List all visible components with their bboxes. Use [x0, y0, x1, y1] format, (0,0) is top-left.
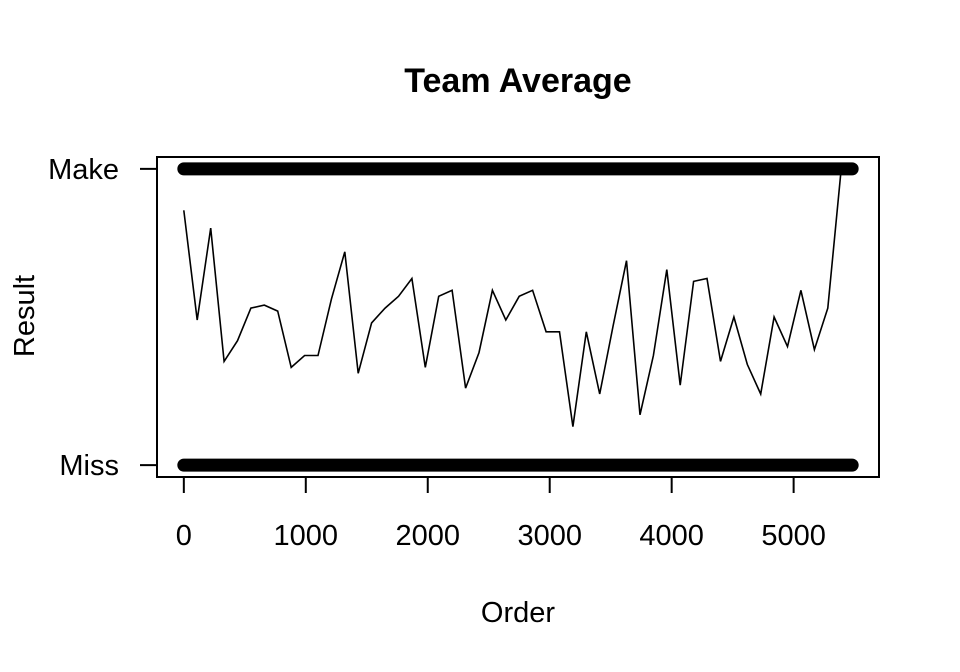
y-axis-label: Result: [9, 275, 41, 357]
average-line: [183, 168, 853, 427]
x-tick-label: 5000: [761, 520, 826, 552]
chart-title: Team Average: [404, 62, 631, 100]
x-tick-label: 3000: [517, 520, 582, 552]
x-tick-label: 4000: [639, 520, 704, 552]
y-axis: Miss Make: [48, 154, 158, 482]
x-tick-label: 0: [176, 520, 192, 552]
y-tick-label: Miss: [59, 450, 119, 482]
plot-area: [177, 162, 859, 472]
plot-frame: [156, 156, 880, 478]
x-axis-label: Order: [481, 597, 555, 629]
x-axis: 0 1000 2000 3000 4000 5000: [176, 476, 826, 552]
y-tick-label: Make: [48, 154, 119, 186]
x-tick-label: 2000: [395, 520, 460, 552]
x-tick-label: 1000: [274, 520, 339, 552]
